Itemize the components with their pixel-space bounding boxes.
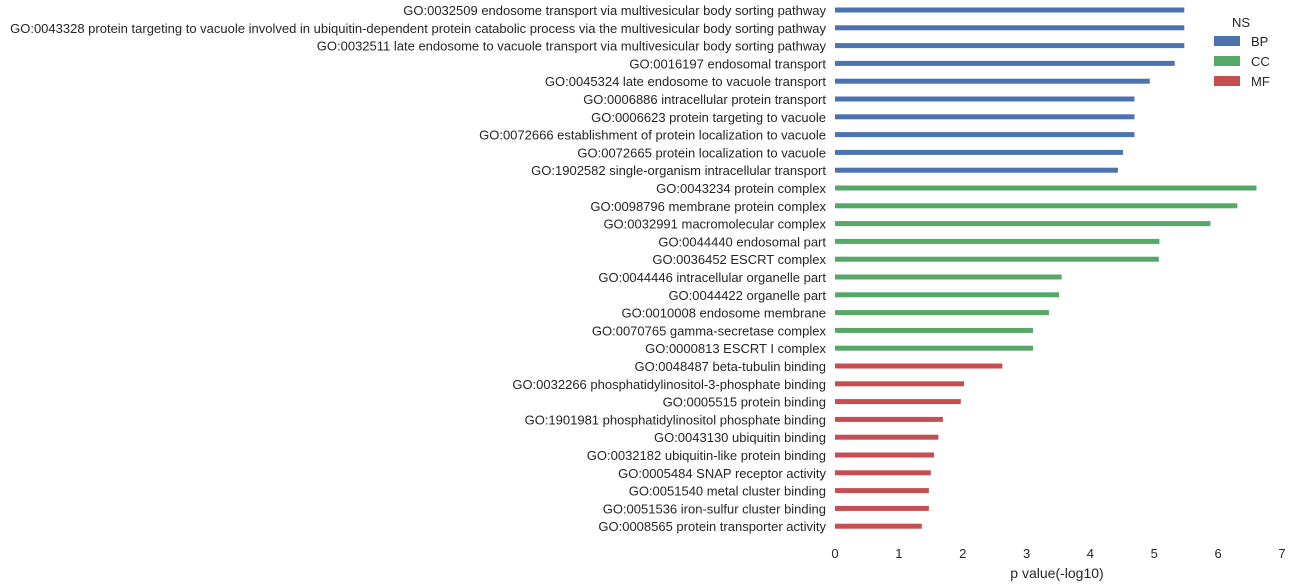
category-label: GO:1902582 single-organism intracellular… bbox=[531, 163, 826, 178]
category-label: GO:0036452 ESCRT complex bbox=[652, 252, 826, 267]
category-label: GO:0051540 metal cluster binding bbox=[629, 484, 826, 499]
category-label: GO:0072665 protein localization to vacuo… bbox=[577, 145, 826, 160]
category-label: GO:0043328 protein targeting to vacuole … bbox=[10, 21, 826, 36]
category-label: GO:0048487 beta-tubulin binding bbox=[634, 359, 826, 374]
bar-go-0045324 bbox=[835, 78, 1150, 84]
legend-label-bp: BP bbox=[1251, 34, 1268, 49]
legend: NS BP CC MF bbox=[1214, 15, 1270, 89]
bar-go-0032991 bbox=[835, 221, 1211, 227]
category-label: GO:0044446 intracellular organelle part bbox=[598, 270, 826, 285]
category-label: GO:0032511 late endosome to vacuole tran… bbox=[317, 39, 827, 54]
legend-swatch-cc bbox=[1214, 56, 1240, 66]
x-tick-label: 5 bbox=[1151, 546, 1158, 561]
bar-go-0036452 bbox=[835, 256, 1159, 262]
category-label: GO:1901981 phosphatidylinositol phosphat… bbox=[525, 412, 826, 427]
category-labels: GO:0032509 endosome transport via multiv… bbox=[10, 3, 826, 534]
category-label: GO:0045324 late endosome to vacuole tran… bbox=[545, 74, 827, 89]
x-tick-label: 3 bbox=[1023, 546, 1030, 561]
bar-go-0072666 bbox=[835, 132, 1135, 138]
category-label: GO:0032266 phosphatidylinositol-3-phosph… bbox=[512, 377, 826, 392]
category-label: GO:0051536 iron-sulfur cluster binding bbox=[603, 501, 826, 516]
category-label: GO:0010008 endosome membrane bbox=[621, 306, 826, 321]
bar-go-0044422 bbox=[835, 292, 1060, 298]
bar-go-0044446 bbox=[835, 274, 1062, 280]
category-label: GO:0005515 protein binding bbox=[663, 395, 826, 410]
bar-go-0072665 bbox=[835, 149, 1123, 155]
category-label: GO:0070765 gamma-secretase complex bbox=[592, 323, 827, 338]
bar-go-0051536 bbox=[835, 505, 929, 511]
category-label: GO:0043130 ubiquitin binding bbox=[654, 430, 826, 445]
x-tick-label: 1 bbox=[895, 546, 902, 561]
x-tick-label: 4 bbox=[1087, 546, 1094, 561]
bar-go-0032182 bbox=[835, 452, 934, 458]
legend-title: NS bbox=[1232, 15, 1250, 30]
x-tick-label: 2 bbox=[959, 546, 966, 561]
category-label: GO:0006886 intracellular protein transpo… bbox=[583, 92, 826, 107]
legend-swatch-bp bbox=[1214, 36, 1240, 46]
bar-go-0043130 bbox=[835, 434, 939, 440]
x-tick-label: 6 bbox=[1214, 546, 1221, 561]
bar-go-0032509 bbox=[835, 7, 1185, 13]
bar-go-0008565 bbox=[835, 523, 922, 529]
bars-group bbox=[835, 7, 1257, 529]
category-label: GO:0044440 endosomal part bbox=[658, 234, 826, 249]
bar-go-0032511 bbox=[835, 43, 1185, 49]
x-axis-title: p value(-log10) bbox=[1010, 565, 1103, 581]
bar-go-0044440 bbox=[835, 238, 1160, 244]
bar-go-0070765 bbox=[835, 327, 1033, 333]
bar-go-0010008 bbox=[835, 310, 1049, 316]
x-axis-ticks: 0 1 2 3 4 5 6 7 bbox=[831, 546, 1285, 561]
category-label: GO:0005484 SNAP receptor activity bbox=[618, 466, 826, 481]
category-label: GO:0043234 protein complex bbox=[656, 181, 826, 196]
category-label: GO:0044422 organelle part bbox=[668, 288, 826, 303]
category-label: GO:0008565 protein transporter activity bbox=[598, 519, 826, 534]
bar-go-1901981 bbox=[835, 416, 943, 422]
category-label: GO:0072666 establishment of protein loca… bbox=[479, 128, 826, 143]
bar-go-0043328 bbox=[835, 25, 1185, 31]
category-label: GO:0016197 endosomal transport bbox=[629, 56, 826, 71]
bar-go-0043234 bbox=[835, 185, 1257, 191]
bar-go-0005515 bbox=[835, 399, 961, 405]
bar-go-0005484 bbox=[835, 470, 931, 476]
bar-go-0006886 bbox=[835, 96, 1135, 102]
category-label: GO:0032991 macromolecular complex bbox=[603, 217, 826, 232]
bar-go-0032266 bbox=[835, 381, 964, 387]
category-label: GO:0098796 membrane protein complex bbox=[590, 199, 826, 214]
bar-go-0098796 bbox=[835, 203, 1238, 209]
x-tick-label: 7 bbox=[1278, 546, 1285, 561]
bar-go-1902582 bbox=[835, 167, 1118, 173]
category-label: GO:0006623 protein targeting to vacuole bbox=[591, 110, 826, 125]
bar-go-0048487 bbox=[835, 363, 1003, 369]
legend-label-cc: CC bbox=[1251, 54, 1270, 69]
bar-go-0006623 bbox=[835, 114, 1135, 120]
category-label: GO:0000813 ESCRT I complex bbox=[645, 341, 826, 356]
legend-swatch-mf bbox=[1214, 76, 1240, 86]
bar-go-0016197 bbox=[835, 60, 1175, 66]
category-label: GO:0032509 endosome transport via multiv… bbox=[403, 3, 826, 18]
category-label: GO:0032182 ubiquitin-like protein bindin… bbox=[587, 448, 826, 463]
bar-go-0051540 bbox=[835, 488, 929, 494]
bar-go-0000813 bbox=[835, 345, 1033, 351]
x-tick-label: 0 bbox=[831, 546, 838, 561]
legend-label-mf: MF bbox=[1251, 74, 1270, 89]
